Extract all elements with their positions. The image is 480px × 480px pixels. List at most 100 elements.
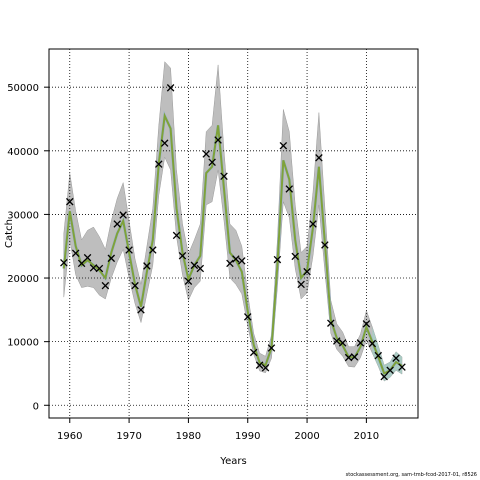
y-tick-label: 50000 bbox=[7, 83, 39, 94]
observed-point-stroke bbox=[166, 84, 175, 92]
observed-point bbox=[143, 262, 151, 270]
observed-point-stroke bbox=[208, 158, 216, 167]
x-tick-label: 1970 bbox=[116, 431, 141, 442]
observed-point bbox=[303, 267, 311, 276]
observed-point-stroke bbox=[95, 264, 104, 273]
observed-point bbox=[154, 160, 163, 168]
observed-point-stroke bbox=[315, 154, 323, 162]
x-tick-label: 1980 bbox=[176, 431, 201, 442]
observed-point-stroke bbox=[172, 231, 181, 240]
confidence-band-recent bbox=[372, 327, 402, 382]
observed-point-stroke bbox=[66, 197, 74, 206]
observed-point-stroke bbox=[160, 139, 169, 147]
observed-point-stroke bbox=[232, 255, 240, 263]
observed-point bbox=[107, 254, 116, 263]
confidence-band-layer bbox=[63, 61, 403, 382]
observed-point-stroke bbox=[113, 220, 121, 228]
observed-point-stroke bbox=[309, 220, 317, 228]
observed-point-stroke bbox=[243, 313, 252, 321]
observed-point bbox=[119, 211, 127, 219]
observed-point bbox=[137, 306, 145, 314]
observed-point bbox=[279, 141, 288, 150]
observed-point bbox=[267, 344, 276, 352]
observed-point-stroke bbox=[273, 255, 282, 264]
observed-point-stroke bbox=[392, 354, 400, 362]
observed-point bbox=[368, 339, 377, 348]
y-tick-label: 30000 bbox=[7, 210, 39, 221]
x-tick-label: 1960 bbox=[57, 431, 82, 442]
observed-point bbox=[249, 348, 258, 357]
observed-point bbox=[232, 255, 240, 263]
observed-point-stroke bbox=[60, 259, 68, 267]
x-axis-label: Years bbox=[219, 456, 246, 467]
observed-point-stroke bbox=[398, 363, 406, 371]
plot-frame bbox=[48, 48, 419, 419]
observed-point-stroke bbox=[303, 267, 311, 276]
observed-point bbox=[71, 249, 80, 257]
observed-point bbox=[392, 354, 400, 362]
observed-point bbox=[77, 259, 86, 268]
observed-point-stroke bbox=[154, 160, 163, 168]
observed-point-stroke bbox=[356, 339, 365, 347]
observed-point-stroke bbox=[214, 136, 222, 144]
observed-point bbox=[125, 246, 133, 254]
observed-point bbox=[243, 313, 252, 321]
observed-point bbox=[321, 241, 329, 249]
observed-point-stroke bbox=[77, 259, 86, 268]
observed-point bbox=[166, 84, 175, 92]
observed-point bbox=[214, 136, 222, 144]
observed-point-stroke bbox=[368, 339, 377, 348]
observed-point bbox=[190, 261, 199, 270]
observed-point-stroke bbox=[184, 277, 193, 285]
observed-point bbox=[350, 353, 359, 361]
observed-point-stroke bbox=[255, 361, 264, 369]
observed-point bbox=[315, 154, 323, 162]
observed-point bbox=[202, 150, 210, 158]
observed-point bbox=[66, 197, 74, 206]
observed-point-stroke bbox=[125, 246, 133, 254]
x-tick-label: 2010 bbox=[354, 431, 379, 442]
observed-point-stroke bbox=[249, 348, 258, 357]
observed-point bbox=[273, 255, 282, 264]
observed-point bbox=[208, 158, 216, 167]
observed-point bbox=[238, 257, 246, 265]
observed-point-stroke bbox=[131, 281, 139, 290]
observed-point bbox=[101, 281, 110, 290]
y-tick-label: 10000 bbox=[7, 338, 39, 349]
observed-point bbox=[261, 363, 270, 372]
observed-point bbox=[131, 281, 139, 290]
observed-point-stroke bbox=[220, 172, 228, 181]
x-tick-label: 1990 bbox=[235, 431, 260, 442]
observed-point bbox=[338, 339, 347, 347]
observed-point bbox=[83, 253, 92, 262]
x-axis: 1960 1970 1980 1990 2000 2010 bbox=[57, 418, 379, 442]
observed-point-stroke bbox=[190, 261, 199, 270]
observed-point-stroke bbox=[332, 337, 341, 345]
observed-point-stroke bbox=[297, 280, 305, 289]
observed-point-stroke bbox=[380, 372, 388, 381]
observed-point bbox=[255, 361, 264, 369]
observed-point-stroke bbox=[321, 241, 329, 249]
observed-point bbox=[291, 252, 299, 261]
observed-point bbox=[380, 372, 388, 381]
observed-point-stroke bbox=[119, 211, 127, 219]
observed-point bbox=[178, 252, 187, 260]
observed-point-stroke bbox=[344, 353, 353, 362]
observed-point bbox=[398, 363, 406, 371]
y-tick-label: 0 bbox=[33, 401, 39, 412]
observed-point bbox=[184, 277, 193, 285]
observed-point-stroke bbox=[226, 259, 234, 268]
y-tick-label: 20000 bbox=[7, 274, 39, 285]
observed-point-stroke bbox=[327, 319, 335, 327]
y-axis: 0 10000 20000 30000 40000 50000 bbox=[7, 83, 49, 412]
y-tick-label: 40000 bbox=[7, 147, 39, 158]
observed-point bbox=[160, 139, 169, 147]
observed-point-stroke bbox=[101, 281, 110, 290]
observed-point-stroke bbox=[338, 339, 347, 347]
observed-point-stroke bbox=[350, 353, 359, 361]
observed-point-stroke bbox=[285, 185, 294, 193]
observed-point bbox=[297, 280, 305, 289]
observed-point bbox=[309, 220, 317, 228]
observed-point bbox=[356, 339, 365, 347]
